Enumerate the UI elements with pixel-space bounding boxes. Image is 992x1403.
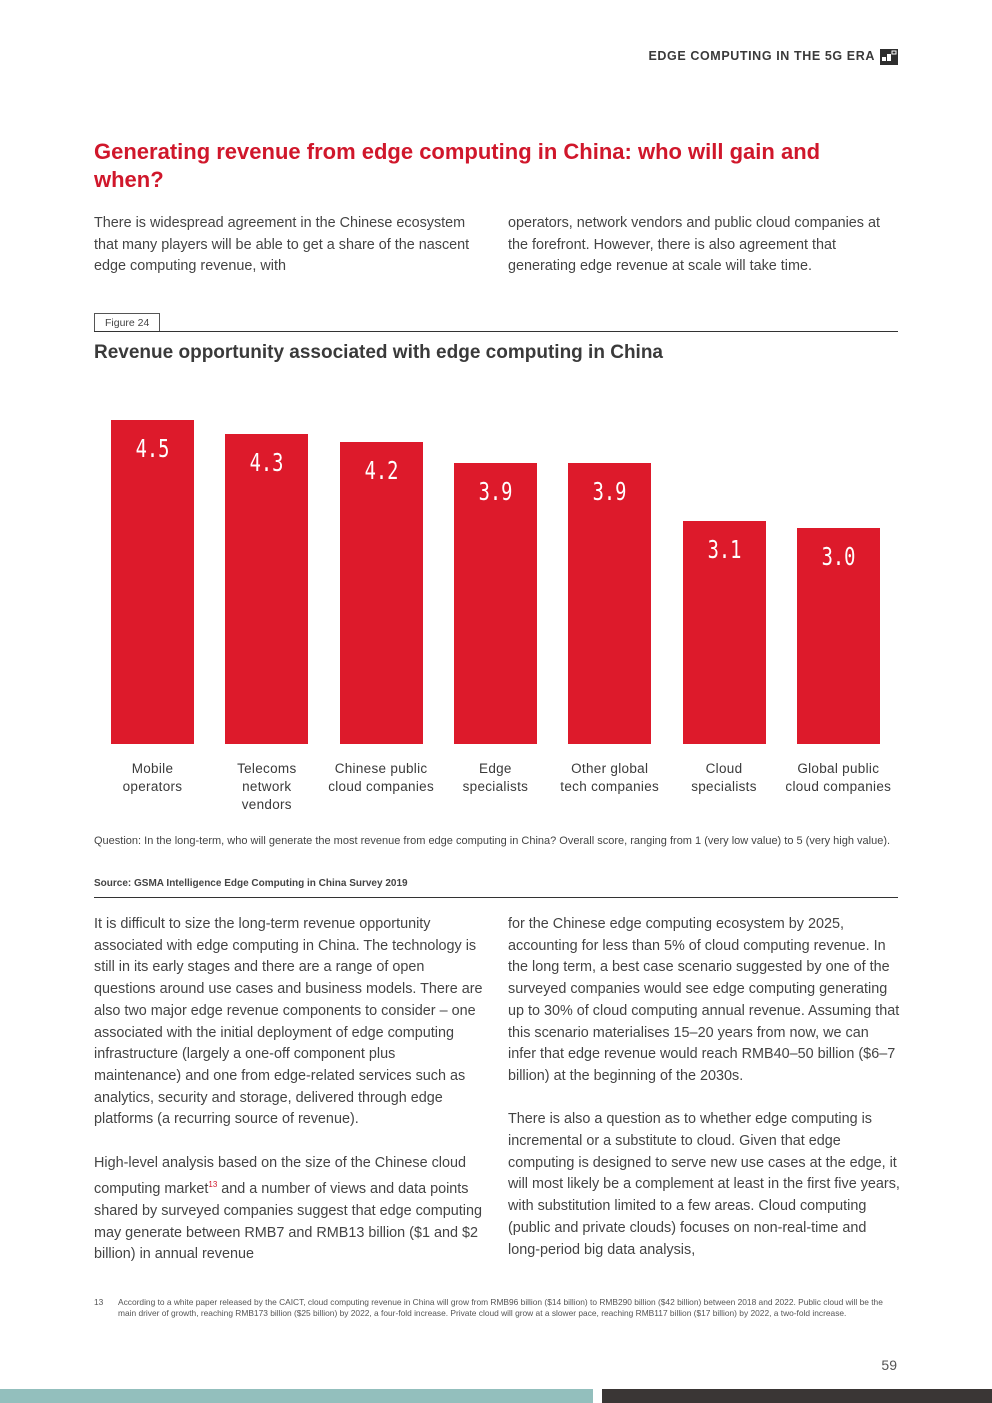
section-icon [880,49,898,65]
page-number: 59 [881,1357,897,1373]
body-text: and a number of views and data points sh… [94,1181,482,1263]
footer-band-right [602,1389,992,1403]
page-title: Generating revenue from edge computing i… [94,139,821,192]
category-label: Global public cloud companies [785,761,892,794]
bar-value-label: 3.9 [478,477,513,507]
bar-value-label: 3.1 [707,534,741,564]
body-column-right: for the Chinese edge computing ecosystem… [508,914,900,1261]
bar-value-label: 4.2 [364,455,399,485]
bar-value-label: 3.9 [592,477,627,507]
category-label: Mobile operators [122,761,183,794]
intro-column-right: operators, network vendors and public cl… [508,215,880,275]
figure-title: Revenue opportunity associated with edge… [94,342,663,363]
bar-value-label: 4.3 [249,448,284,478]
category-label: Telecoms network vendors [237,761,297,812]
body-paragraph: for the Chinese edge computing ecosystem… [508,916,900,1084]
running-header: EDGE COMPUTING IN THE 5G ERA [648,49,875,63]
bar [453,463,537,744]
body-text: High-level analysis based on the size of… [94,1154,466,1198]
bar [568,463,652,744]
footnote-ref[interactable]: 13 [208,1180,218,1190]
survey-question: Question: In the long-term, who will gen… [94,835,891,847]
bar [339,441,423,744]
bar [796,528,880,744]
body-paragraph: There is also a question as to whether e… [508,1111,900,1258]
figure-bottom-rule [94,897,898,898]
footnote-text: According to a white paper released by t… [118,1297,883,1318]
body-paragraph: High-level analysis based on the size of… [94,1153,486,1266]
figure-top-rule [94,331,898,332]
category-label: Cloud specialists [691,761,757,794]
intro-column-left: There is widespread agreement in the Chi… [94,215,470,275]
bar [682,520,766,744]
bar [111,420,194,744]
category-label: Edge specialists [462,761,529,794]
body-column-left: It is difficult to size the long-term re… [94,914,486,1266]
bar-chart: 4.5 Mobile operators 4.3 Telecoms network v… [111,420,892,812]
category-label: Chinese public cloud companies [328,761,434,794]
footer-band-left [0,1389,593,1403]
figure-tag: Figure 24 [94,313,160,332]
bar [225,434,309,744]
category-label: Other global tech companies [560,761,660,794]
footnote-number: 13 [94,1297,104,1307]
bar-value-label: 4.5 [135,434,170,463]
body-paragraph: It is difficult to size the long-term re… [94,916,483,1128]
bar-value-label: 3.0 [821,542,856,571]
figure-source: Source: GSMA Intelligence Edge Computing… [94,878,408,889]
